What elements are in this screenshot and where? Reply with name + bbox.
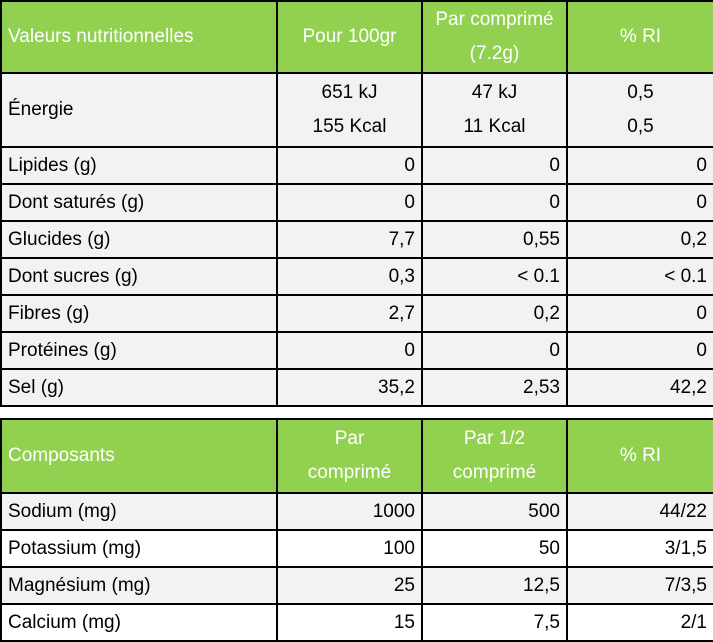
row-label: Lipides (g) <box>0 146 278 185</box>
value-per-tablet: 0,55 <box>421 220 568 259</box>
header-per-tablet: Par comprimé (7.2g) <box>421 0 568 74</box>
header-per-half-tablet-line1: Par 1/2 <box>463 428 526 449</box>
value-per-100g: 7,7 <box>276 220 423 259</box>
value-per-100g: 35,2 <box>276 368 423 407</box>
value-per-half-tablet: 50 <box>421 529 568 568</box>
energy-per-tablet-kcal: 11 Kcal <box>463 116 526 137</box>
header-nutrition-values: Valeurs nutritionnelles <box>0 0 278 74</box>
value-ri: 7/3,5 <box>566 566 713 605</box>
energy-per-100g: 651 kJ 155 Kcal <box>276 72 423 148</box>
value-per-half-tablet: 12,5 <box>421 566 568 605</box>
table-row: Potassium (mg) 100 50 3/1,5 <box>0 529 713 568</box>
value-per-tablet: 0 <box>421 183 568 222</box>
row-label: Magnésium (mg) <box>0 566 278 605</box>
energy-per-tablet-kj: 47 kJ <box>471 82 518 103</box>
energy-per-100g-kj: 651 kJ <box>321 82 378 103</box>
components-header-row: Composants Par comprimé Par 1/2 comprimé… <box>0 418 713 494</box>
energy-ri-kcal: 0,5 <box>627 116 654 137</box>
energy-per-tablet: 47 kJ 11 Kcal <box>421 72 568 148</box>
table-row: Calcium (mg) 15 7,5 2/1 <box>0 603 713 642</box>
value-per-100g: 0 <box>276 183 423 222</box>
value-ri: 0,2 <box>566 220 713 259</box>
value-ri: 0 <box>566 183 713 222</box>
value-per-tablet: 25 <box>276 566 423 605</box>
table-row: Dont saturés (g) 0 0 0 <box>0 183 713 222</box>
value-ri: 2/1 <box>566 603 713 642</box>
energy-ri: 0,5 0,5 <box>566 72 713 148</box>
table-row: Lipides (g) 0 0 0 <box>0 146 713 185</box>
header-per-tablet-line1: Par <box>334 428 365 449</box>
nutrition-header-row: Valeurs nutritionnelles Pour 100gr Par c… <box>0 0 713 74</box>
header-per-tablet-line2: (7.2g) <box>469 43 520 64</box>
value-per-tablet: 15 <box>276 603 423 642</box>
value-per-100g: 0,3 <box>276 257 423 296</box>
table-row: Fibres (g) 2,7 0,2 0 <box>0 294 713 333</box>
value-ri: 42,2 <box>566 368 713 407</box>
header-per-tablet: Par comprimé <box>276 418 423 494</box>
row-label: Sel (g) <box>0 368 278 407</box>
value-per-tablet: 1000 <box>276 492 423 531</box>
header-per-half-tablet-line2: comprimé <box>452 462 537 483</box>
value-per-half-tablet: 500 <box>421 492 568 531</box>
value-per-tablet: 0 <box>421 331 568 370</box>
table-row-energy: Énergie 651 kJ 155 Kcal 47 kJ 11 Kcal 0,… <box>0 72 713 148</box>
table-row: Magnésium (mg) 25 12,5 7/3,5 <box>0 566 713 605</box>
value-per-tablet: 100 <box>276 529 423 568</box>
header-per-100g: Pour 100gr <box>276 0 423 74</box>
value-ri: 44/22 <box>566 492 713 531</box>
table-row: Protéines (g) 0 0 0 <box>0 331 713 370</box>
value-ri: 0 <box>566 146 713 185</box>
row-label: Calcium (mg) <box>0 603 278 642</box>
row-label: Énergie <box>0 72 278 148</box>
value-per-tablet: 0 <box>421 146 568 185</box>
header-ri: % RI <box>566 418 713 494</box>
row-label: Glucides (g) <box>0 220 278 259</box>
value-per-tablet: 2,53 <box>421 368 568 407</box>
row-label: Fibres (g) <box>0 294 278 333</box>
table-row: Glucides (g) 7,7 0,55 0,2 <box>0 220 713 259</box>
value-per-tablet: < 0.1 <box>421 257 568 296</box>
table-row: Sodium (mg) 1000 500 44/22 <box>0 492 713 531</box>
row-label: Sodium (mg) <box>0 492 278 531</box>
energy-per-100g-kcal: 155 Kcal <box>312 116 387 137</box>
value-per-tablet: 0,2 <box>421 294 568 333</box>
energy-ri-kj: 0,5 <box>627 82 654 103</box>
header-per-tablet-line1: Par comprimé <box>435 9 554 30</box>
row-label: Potassium (mg) <box>0 529 278 568</box>
nutrition-table: Valeurs nutritionnelles Pour 100gr Par c… <box>0 0 713 407</box>
row-label: Dont sucres (g) <box>0 257 278 296</box>
value-ri: 0 <box>566 294 713 333</box>
value-per-100g: 0 <box>276 331 423 370</box>
value-per-half-tablet: 7,5 <box>421 603 568 642</box>
table-row: Dont sucres (g) 0,3 < 0.1 < 0.1 <box>0 257 713 296</box>
value-ri: < 0.1 <box>566 257 713 296</box>
header-components: Composants <box>0 418 278 494</box>
header-ri: % RI <box>566 0 713 74</box>
header-per-half-tablet: Par 1/2 comprimé <box>421 418 568 494</box>
value-ri: 0 <box>566 331 713 370</box>
row-label: Dont saturés (g) <box>0 183 278 222</box>
row-label: Protéines (g) <box>0 331 278 370</box>
components-table: Composants Par comprimé Par 1/2 comprimé… <box>0 418 713 642</box>
value-per-100g: 2,7 <box>276 294 423 333</box>
table-row: Sel (g) 35,2 2,53 42,2 <box>0 368 713 407</box>
value-ri: 3/1,5 <box>566 529 713 568</box>
value-per-100g: 0 <box>276 146 423 185</box>
header-per-tablet-line2: comprimé <box>307 462 392 483</box>
